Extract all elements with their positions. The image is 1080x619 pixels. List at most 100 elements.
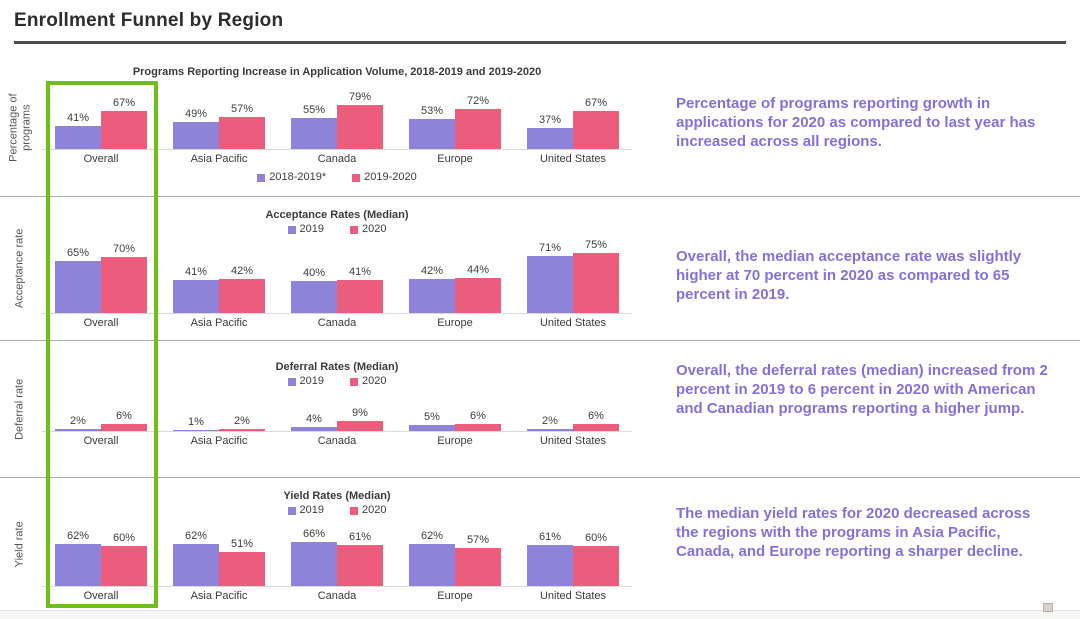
bar-group-europe: 5% 6%	[396, 406, 514, 431]
category-label-canada: Canada	[317, 435, 357, 447]
legend-item-2020: 2020	[350, 504, 386, 517]
bar-value-label: 4%	[306, 413, 322, 425]
bar-group-asia-pacific: 1% 2%	[160, 406, 278, 431]
bar-value-label: 66%	[302, 528, 326, 540]
bar-group-united-states: 2% 6%	[514, 406, 632, 431]
bar-value-label: 71%	[538, 242, 562, 254]
legend-label: 2019-2020	[364, 171, 417, 183]
legend-item-2019: 2019	[287, 504, 324, 517]
legend-swatch	[350, 506, 358, 515]
bar-column: 67%	[573, 90, 619, 149]
bar-column: 42%	[219, 238, 265, 313]
category-label-asia-pacific: Asia Pacific	[190, 435, 248, 447]
bar-2019-united-states	[527, 429, 573, 431]
bar-column: 71%	[527, 238, 573, 313]
bar-value-label: 2%	[70, 415, 86, 427]
bar-column: 55%	[291, 90, 337, 149]
bar-column: 41%	[55, 90, 101, 149]
bar-group-canada: 66% 61%	[278, 527, 396, 586]
bar-2019-overall	[55, 261, 101, 313]
category-axis: Overall Asia Pacific Canada Europe United St…	[42, 152, 632, 167]
category-label-asia-pacific: Asia Pacific	[190, 153, 248, 165]
category-label-overall: Overall	[83, 317, 119, 329]
plot-area: 41% 67% 49% 57% 55% 79% 53% 72% 37% 67%	[42, 90, 632, 150]
bar-value-label: 40%	[302, 267, 326, 279]
bar-2019-canada	[291, 281, 337, 313]
bar-2019-overall	[55, 544, 101, 586]
bar-value-label: 41%	[184, 266, 208, 278]
bar-2019-asia-pacific	[173, 280, 219, 313]
plot-area: 2% 6% 1% 2% 4% 9% 5% 6% 2% 6%	[42, 406, 632, 432]
bar-value-label: 61%	[348, 531, 372, 543]
bar-column: 72%	[455, 90, 501, 149]
bar-group-overall: 2% 6%	[42, 406, 160, 431]
chart-row-deferral-rate: Deferral rate Deferral Rates (Median) 2019…	[0, 340, 1080, 477]
bar-value-label: 62%	[184, 530, 208, 542]
bar-column: 61%	[527, 527, 573, 586]
bar-value-label: 6%	[116, 410, 132, 422]
title-rule	[14, 41, 1066, 44]
bar-column: 4%	[291, 406, 337, 431]
category-label-united-states: United States	[539, 317, 607, 329]
category-label-asia-pacific: Asia Pacific	[190, 317, 248, 329]
bar-value-label: 41%	[66, 112, 90, 124]
bar-2019-2020-canada	[337, 105, 383, 149]
bar-column: 57%	[219, 90, 265, 149]
bar-column: 41%	[337, 238, 383, 313]
annotation-text: Overall, the median acceptance rate was …	[676, 248, 1022, 303]
scrollbar-thumb[interactable]	[1043, 603, 1053, 612]
bar-2020-asia-pacific	[219, 552, 265, 586]
bar-value-label: 37%	[538, 114, 562, 126]
chart-title: Programs Reporting Increase in Applicati…	[132, 66, 542, 78]
legend-swatch	[287, 225, 296, 234]
bar-value-label: 1%	[188, 416, 204, 428]
legend-label: 2020	[362, 375, 387, 387]
chart-legend: 2019 2020	[42, 375, 632, 388]
category-label-europe: Europe	[437, 317, 473, 329]
chart-panel: Deferral rate Deferral Rates (Median) 2019…	[0, 341, 660, 477]
bar-column: 62%	[173, 527, 219, 586]
bar-column: 42%	[409, 238, 455, 313]
bar-column: 1%	[173, 406, 219, 431]
page-header: Enrollment Funnel by Region	[0, 0, 1080, 60]
bar-column: 60%	[573, 527, 619, 586]
category-label-united-states: United States	[539, 153, 607, 165]
bar-group-united-states: 71% 75%	[514, 238, 632, 313]
bar-column: 9%	[337, 406, 383, 431]
bar-value-label: 41%	[348, 266, 372, 278]
bar-column: 41%	[173, 238, 219, 313]
bar-column: 49%	[173, 90, 219, 149]
bar-2019-2020-united-states	[573, 111, 619, 149]
plot-area: 65% 70% 41% 42% 40% 41% 42% 44% 71% 75%	[42, 238, 632, 314]
bar-column: 53%	[409, 90, 455, 149]
legend-label: 2018-2019*	[269, 171, 327, 183]
bar-2018-2019-united-states	[527, 128, 573, 149]
bar-2020-united-states	[573, 253, 619, 313]
chart-row-percentage-of-programs: Percentage of programs Programs Reporting…	[0, 60, 1080, 196]
bar-value-label: 67%	[112, 97, 136, 109]
legend-swatch	[287, 377, 296, 386]
bar-column: 40%	[291, 238, 337, 313]
bar-value-label: 62%	[420, 530, 444, 542]
y-axis-label-text: Acceptance rate	[13, 228, 26, 309]
bar-value-label: 61%	[538, 531, 562, 543]
bar-2020-europe	[455, 424, 501, 431]
category-label-united-states: United States	[539, 590, 607, 602]
bar-2019-2020-asia-pacific	[219, 117, 265, 149]
legend-swatch	[287, 506, 296, 515]
bar-value-label: 53%	[420, 105, 444, 117]
bar-group-overall: 41% 67%	[42, 90, 160, 149]
legend-item-2020: 2020	[350, 223, 386, 236]
bar-group-asia-pacific: 41% 42%	[160, 238, 278, 313]
horizontal-scrollbar-track[interactable]	[0, 610, 1080, 619]
y-axis-label-text: Deferral rate	[13, 378, 26, 440]
bar-value-label: 6%	[588, 410, 604, 422]
bar-2020-europe	[455, 548, 501, 586]
legend-swatch	[350, 225, 358, 234]
bar-column: 65%	[55, 238, 101, 313]
chart-legend: 2019 2020	[42, 504, 632, 517]
bar-group-canada: 55% 79%	[278, 90, 396, 149]
bar-value-label: 57%	[230, 103, 254, 115]
chart-body: Acceptance Rates (Median) 2019 2020 65% 70% 4…	[42, 197, 632, 331]
